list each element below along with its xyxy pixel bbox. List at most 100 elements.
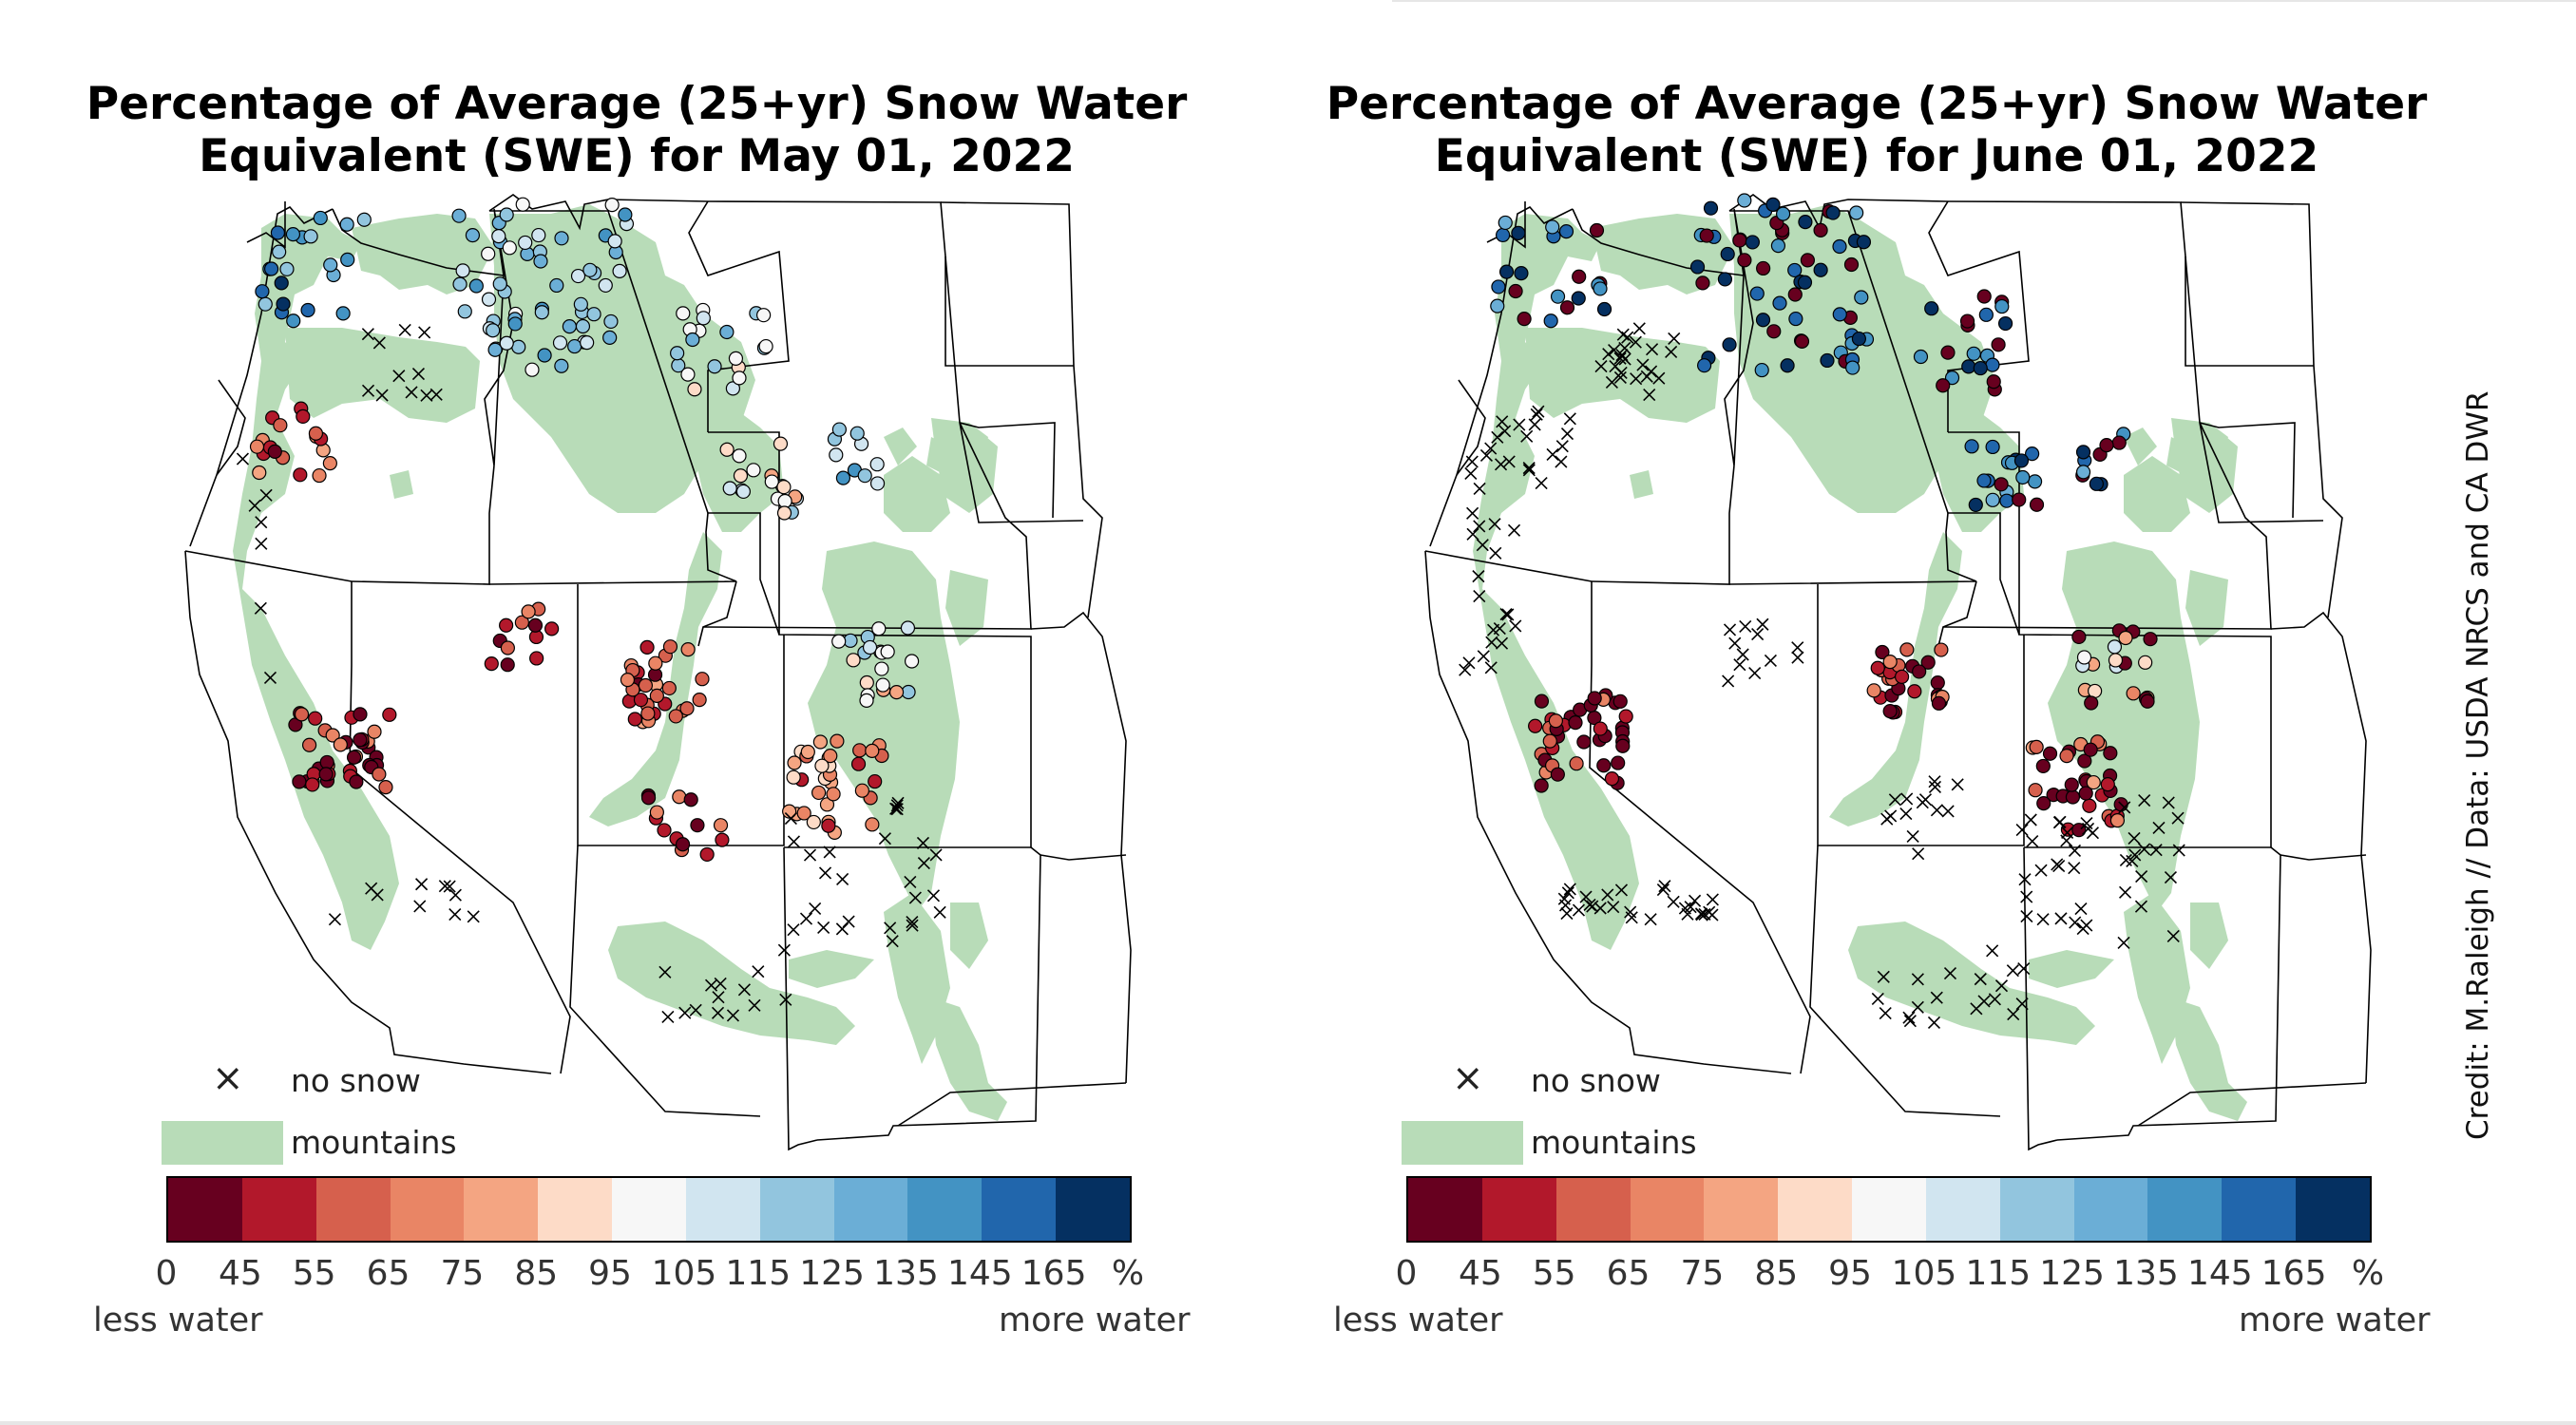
no-snow-marker (236, 452, 250, 466)
station-marker (301, 737, 317, 752)
map-title: Percentage of Average (25+yr) Snow Water… (67, 78, 1207, 182)
mountain-region (2029, 950, 2114, 988)
no-snow-marker (2134, 900, 2148, 913)
no-snow-marker (1902, 1011, 1916, 1024)
station-marker (854, 783, 869, 798)
station-marker (888, 684, 905, 700)
station-marker (732, 370, 747, 386)
less-water-label: less water (1333, 1302, 1503, 1340)
station-marker (2029, 497, 2045, 512)
no-snow-marker (1593, 902, 1607, 915)
no-snow-marker (372, 336, 386, 350)
station-marker (679, 701, 695, 716)
station-marker (2111, 435, 2127, 450)
station-marker (313, 210, 328, 226)
station-marker (514, 615, 529, 630)
colorbar-tick-label: 165 (2261, 1254, 2327, 1293)
station-marker (511, 339, 526, 354)
no-snow-marker (884, 922, 897, 935)
no-snow-marker (1756, 618, 1769, 631)
station-marker (378, 780, 393, 795)
no-snow-marker (2068, 844, 2082, 857)
no-snow-marker (1532, 405, 1545, 418)
credit-text: Credit: M.Raleigh // Data: USDA NRCS and… (2461, 390, 2495, 1140)
station-marker (1798, 215, 1813, 230)
map-title-line1: Percentage of Average (25+yr) Snow Water (1326, 78, 2428, 130)
station-marker (1695, 276, 1710, 291)
no-snow-marker (906, 919, 919, 932)
station-marker (267, 444, 282, 459)
station-marker (333, 737, 348, 752)
station-marker (1511, 225, 1526, 240)
station-marker (1604, 771, 1620, 787)
bottom-divider (0, 1421, 2576, 1425)
station-marker (1491, 279, 1506, 294)
station-marker (869, 457, 885, 472)
state-boundary (1948, 512, 2020, 636)
station-marker (640, 790, 657, 806)
no-snow-marker (448, 907, 462, 922)
station-marker (382, 707, 397, 722)
station-marker (325, 728, 340, 743)
station-marker (1894, 669, 1910, 684)
station-marker (1968, 497, 1983, 513)
no-snow-marker (1608, 344, 1621, 357)
colorbar-tick-label: 45 (218, 1254, 262, 1293)
station-marker (1571, 291, 1586, 306)
station-marker (683, 792, 698, 808)
station-marker (904, 654, 920, 669)
no-snow-marker (1586, 900, 1599, 913)
no-snow-marker (2026, 834, 2039, 848)
station-marker (1508, 283, 1523, 299)
state-boundary (697, 580, 737, 647)
station-marker (649, 688, 664, 703)
station-marker (308, 711, 323, 726)
state-boundary (1424, 550, 1792, 1074)
station-marker (549, 277, 564, 294)
station-marker (1569, 756, 1584, 771)
no-snow-marker (1629, 335, 1642, 349)
colorbar-segment (1555, 1178, 1631, 1241)
station-marker (2089, 476, 2104, 491)
colorbar-segment (1999, 1178, 2074, 1241)
no-snow-marker (1484, 661, 1498, 674)
no-snow-marker (2128, 831, 2141, 846)
no-snow-marker (2068, 862, 2081, 875)
station-marker (1596, 758, 1612, 773)
no-snow-marker (1501, 608, 1515, 621)
station-marker (1689, 259, 1706, 275)
mountain-region (808, 542, 960, 912)
no-snow-marker (1665, 345, 1678, 358)
state-boundary (2199, 422, 2296, 519)
no-snow-marker (2152, 821, 2166, 835)
station-marker (1528, 718, 1543, 733)
no-snow-marker (2164, 871, 2178, 884)
colorbar (166, 1176, 1132, 1243)
mountain-region (1630, 470, 1653, 499)
state-boundary (1809, 845, 2001, 1117)
station-marker (722, 481, 737, 496)
station-marker (1559, 300, 1575, 315)
station-marker (1870, 660, 1885, 675)
no-snow-marker (803, 848, 817, 862)
no-snow-marker (1646, 343, 1659, 356)
station-marker (826, 787, 841, 802)
station-marker (1899, 642, 1915, 657)
station-marker (451, 208, 467, 223)
station-marker (1766, 324, 1782, 339)
no-snow-marker (405, 386, 418, 399)
colorbar-segment (1481, 1178, 1556, 1241)
station-marker (500, 657, 515, 673)
colorbar-segment (1852, 1178, 1926, 1241)
station-marker (2059, 749, 2074, 764)
station-marker (692, 693, 707, 708)
station-marker (468, 278, 484, 294)
station-marker (1772, 295, 1787, 311)
station-marker (2099, 438, 2114, 453)
station-marker (264, 261, 279, 276)
colorbar-tick-label: 75 (1680, 1254, 1725, 1293)
state-boundary (1728, 512, 1977, 585)
station-marker (639, 639, 655, 655)
no-snow-marker (908, 891, 922, 904)
station-marker (773, 436, 789, 451)
